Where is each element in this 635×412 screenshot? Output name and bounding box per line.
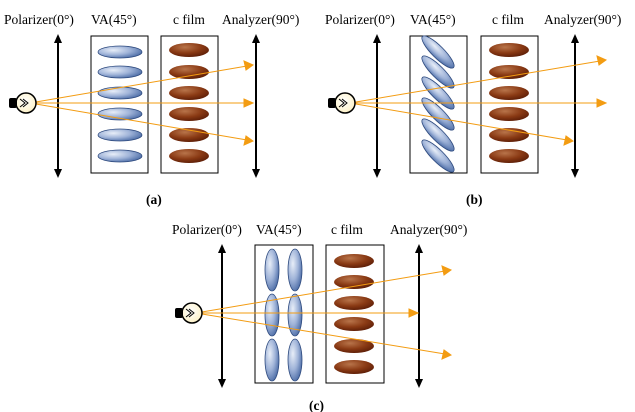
film-molecule <box>334 254 374 268</box>
lc-molecule <box>287 293 303 337</box>
film-molecule <box>169 43 209 57</box>
lc-molecule <box>287 338 303 382</box>
film-molecule <box>334 317 374 331</box>
film-molecule <box>334 275 374 289</box>
lc-molecule <box>421 76 455 110</box>
c-film-cell <box>480 35 539 174</box>
film-molecule <box>334 296 374 310</box>
polarizer-axis-icon <box>373 34 381 178</box>
light-bulb-icon <box>328 92 356 114</box>
polarizer-label: Polarizer(0°) <box>325 12 395 27</box>
lc-molecule <box>421 55 455 89</box>
film-molecule <box>334 339 374 353</box>
film-molecules <box>489 43 529 163</box>
lc-molecule <box>421 139 455 173</box>
lc-molecule <box>97 149 143 163</box>
lc-molecule <box>264 338 280 382</box>
film-molecule <box>169 65 209 79</box>
polarizer-label: Polarizer(0°) <box>172 222 242 237</box>
film-molecule <box>489 107 529 121</box>
lc-molecule <box>97 107 143 121</box>
film-molecule <box>334 360 374 374</box>
panel-a: Polarizer(0°) VA(45°) c film Analyzer(90… <box>4 12 299 207</box>
lc-molecule <box>97 45 143 59</box>
film-molecule <box>489 149 529 163</box>
lc-molecule <box>421 118 455 152</box>
c-film-label: c film <box>331 222 363 237</box>
panel-caption: (a) <box>146 192 162 207</box>
va-cell <box>254 244 314 384</box>
polarizer-axis-icon <box>54 34 62 178</box>
lc-molecules <box>264 248 303 382</box>
c-film-label: c film <box>173 12 205 27</box>
lc-molecule <box>97 128 143 142</box>
va-cell <box>90 35 149 174</box>
panel-caption: (b) <box>466 192 483 207</box>
lc-molecule <box>421 97 455 131</box>
va-cell <box>409 35 468 174</box>
c-film-label: c film <box>492 12 524 27</box>
analyzer-label: Analyzer(90°) <box>222 12 299 27</box>
light-bulb-icon <box>175 302 203 324</box>
va-label: VA(45°) <box>256 222 302 237</box>
polarizer-label: Polarizer(0°) <box>4 12 74 27</box>
film-molecules <box>334 254 374 374</box>
polarizer-axis-icon <box>218 244 226 388</box>
analyzer-label: Analyzer(90°) <box>544 12 621 27</box>
panel-caption: (c) <box>309 398 324 412</box>
film-molecule <box>169 107 209 121</box>
analyzer-axis-icon <box>415 244 423 388</box>
va-label: VA(45°) <box>410 12 456 27</box>
c-film-cell <box>325 244 385 384</box>
film-molecules <box>169 43 209 163</box>
lc-molecules <box>97 45 143 163</box>
film-molecule <box>489 43 529 57</box>
lc-molecule <box>287 248 303 292</box>
lc-molecule <box>264 248 280 292</box>
lc-molecule <box>97 65 143 79</box>
light-bulb-icon <box>9 92 37 114</box>
film-molecule <box>169 149 209 163</box>
analyzer-label: Analyzer(90°) <box>390 222 467 237</box>
light-rays <box>195 265 453 360</box>
film-molecule <box>169 86 209 100</box>
light-rays <box>29 60 255 146</box>
lc-molecule <box>421 35 455 69</box>
c-film-cell <box>160 35 219 174</box>
lc-molecule <box>264 293 280 337</box>
lc-molecule <box>97 86 143 100</box>
panel-c: Polarizer(0°) VA(45°) c film Analyzer(90… <box>172 222 467 412</box>
analyzer-axis-icon <box>571 34 579 178</box>
film-molecule <box>489 65 529 79</box>
lc-molecules <box>421 35 455 173</box>
va-label: VA(45°) <box>91 12 137 27</box>
film-molecule <box>489 86 529 100</box>
light-rays <box>349 55 608 146</box>
analyzer-axis-icon <box>252 34 260 178</box>
panel-b: Polarizer(0°) VA(45°) c film Analyzer(90… <box>325 12 621 207</box>
